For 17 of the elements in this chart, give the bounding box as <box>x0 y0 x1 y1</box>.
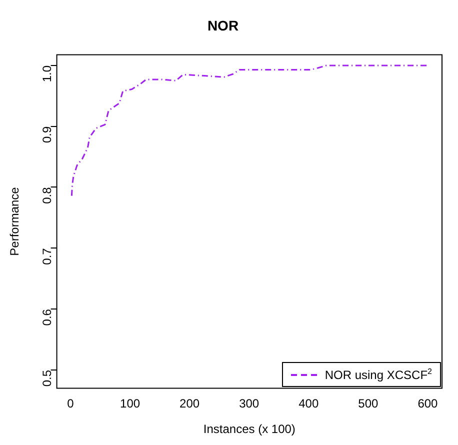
x-tick-label: 300 <box>239 396 260 411</box>
y-tick-label: 0.5 <box>40 370 54 387</box>
chart-title: NOR <box>207 17 239 34</box>
y-tick-label: 0.8 <box>40 186 54 204</box>
x-tick-label: 0 <box>67 396 74 411</box>
x-tick-label: 600 <box>418 396 438 411</box>
y-axis-title: Performance <box>8 186 22 256</box>
x-axis-title: Instances (x 100) <box>203 422 296 436</box>
x-tick-label: 200 <box>180 396 200 411</box>
y-tick-label: 1.0 <box>40 65 54 82</box>
x-tick-label: 100 <box>120 396 140 411</box>
x-tick-label: 400 <box>298 396 319 411</box>
legend-label: NOR using XCSCF$^{2}$ <box>324 367 432 382</box>
y-tick-label: 0.9 <box>40 126 54 144</box>
x-tick-label: 500 <box>358 396 379 411</box>
y-tick-label: 0.6 <box>40 308 54 326</box>
y-tick-label: 0.7 <box>40 248 54 265</box>
